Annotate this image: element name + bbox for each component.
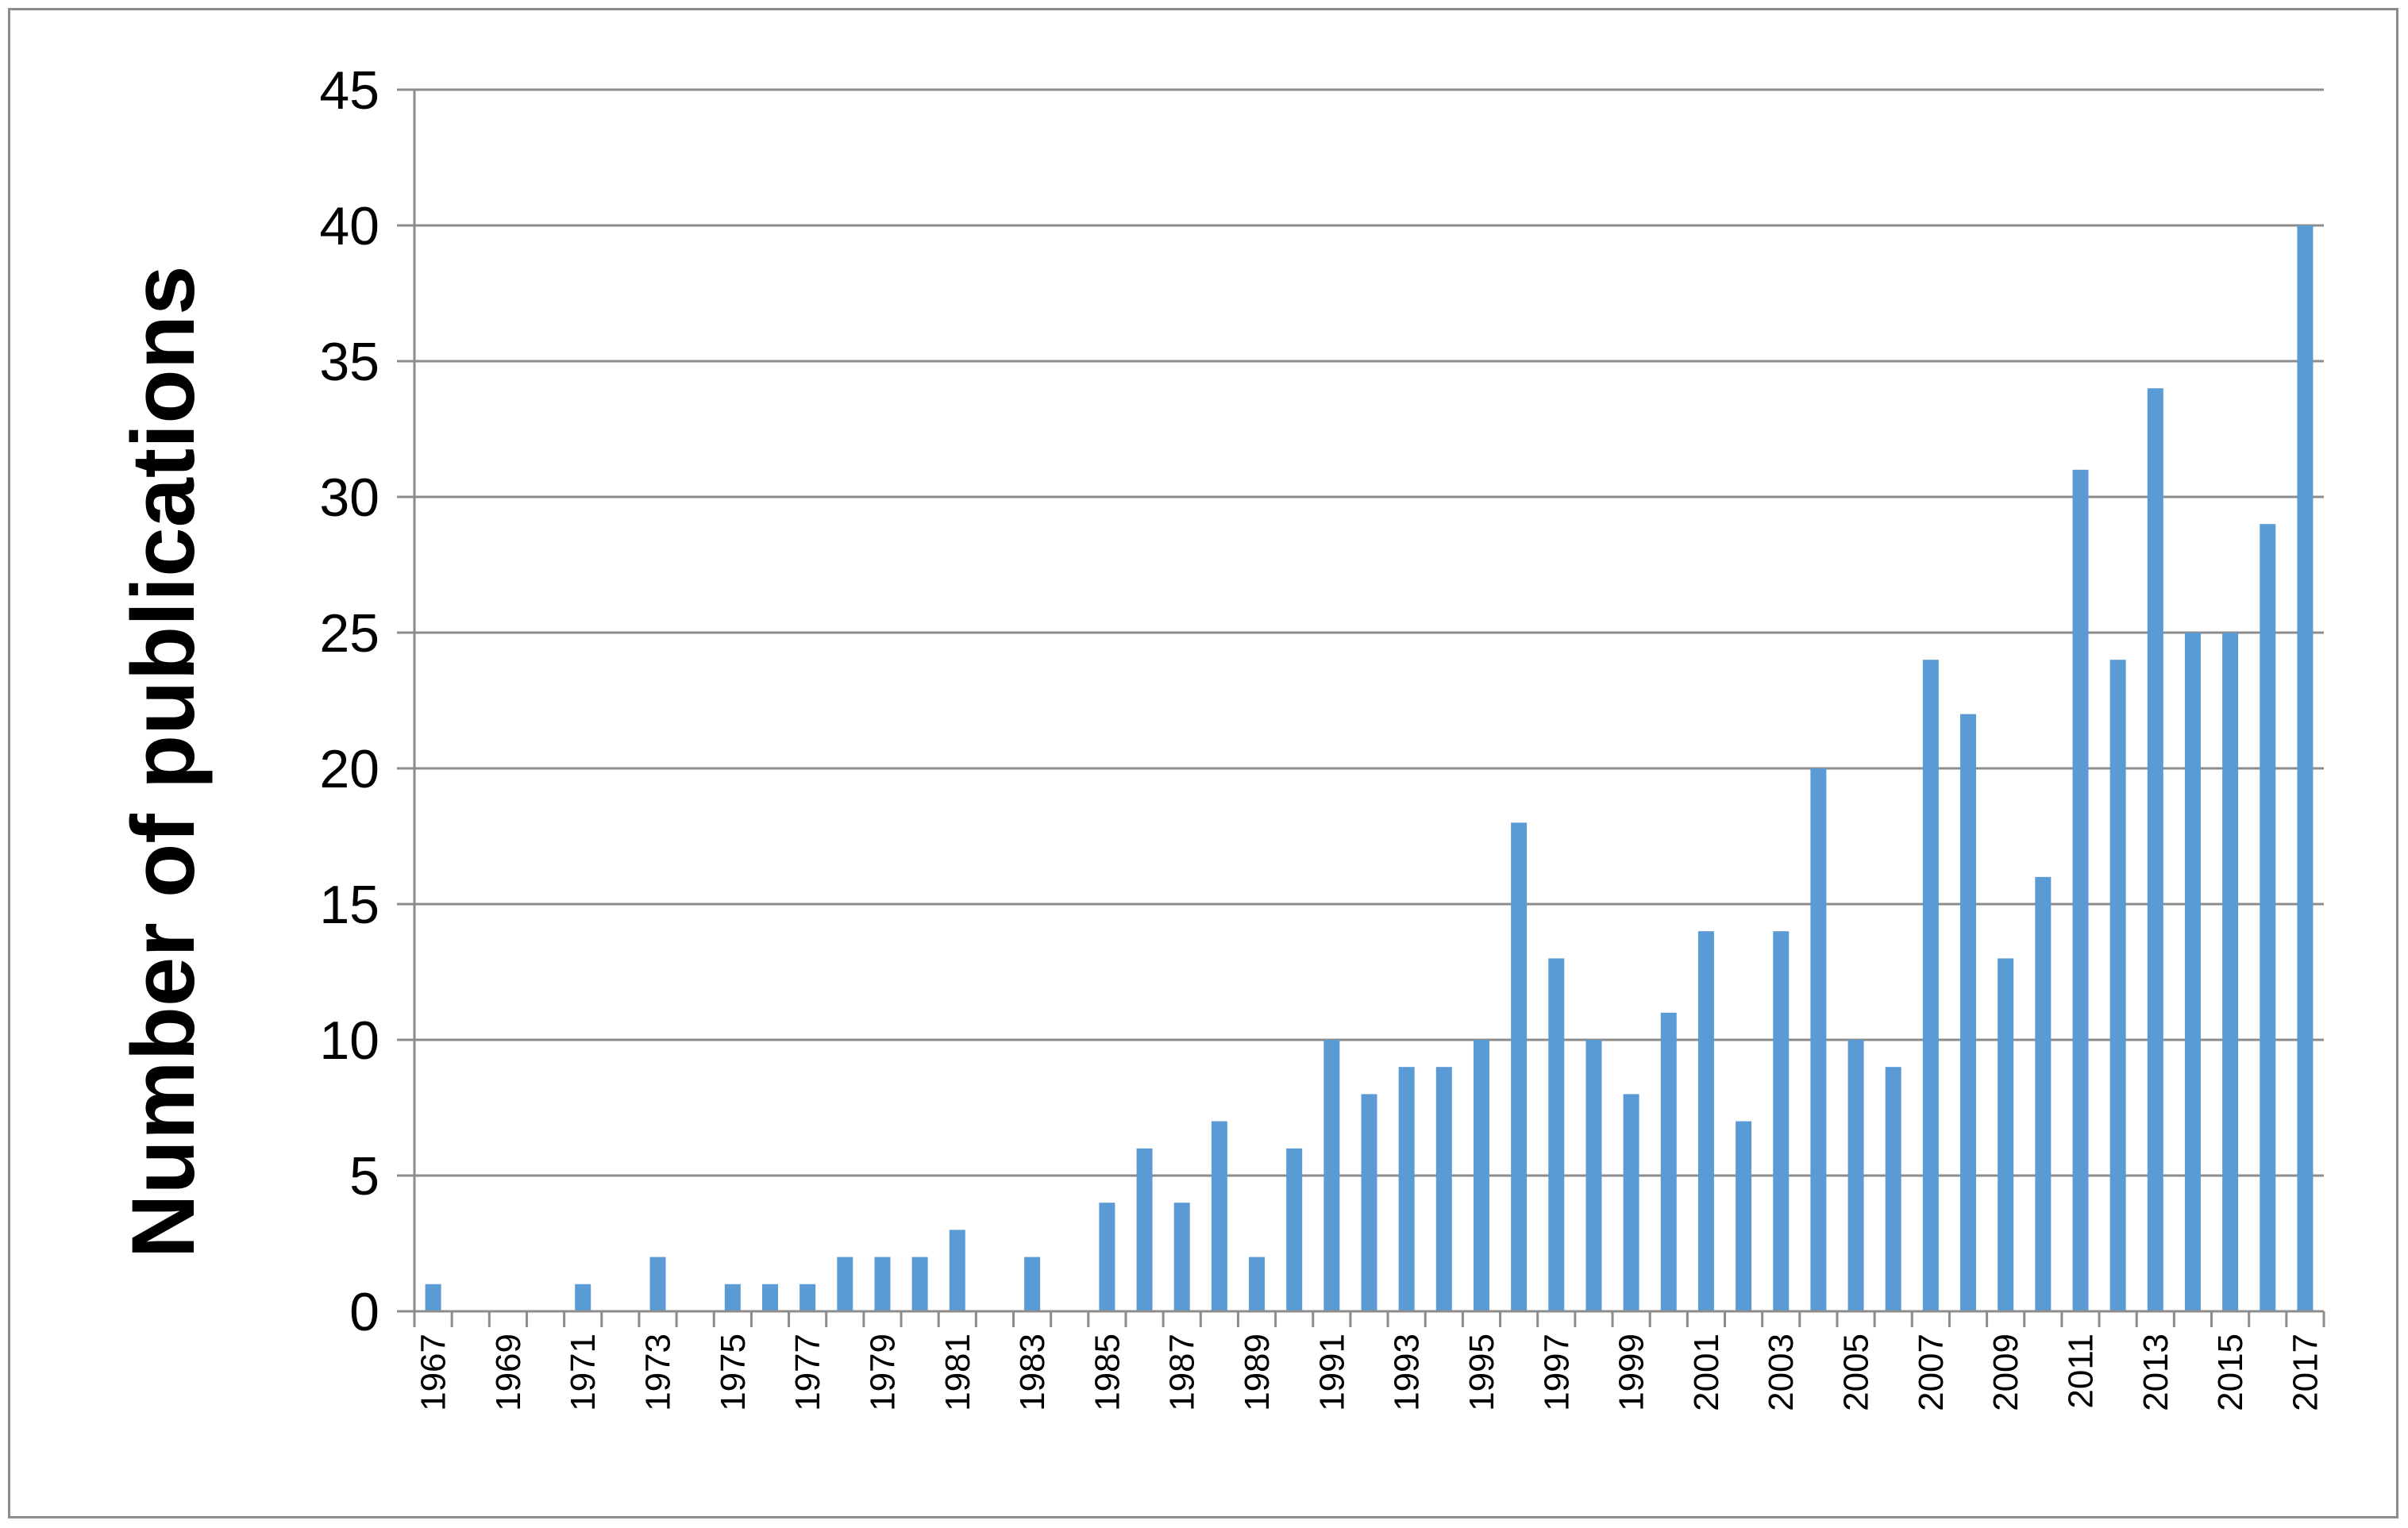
x-tick-label: 1987 <box>1163 1334 1202 1411</box>
bar <box>1173 1203 1190 1311</box>
y-tick-label: 0 <box>349 1282 380 1342</box>
x-tick-label: 1981 <box>938 1334 977 1411</box>
bar <box>799 1284 816 1311</box>
x-tick-label: 2003 <box>1762 1334 1801 1411</box>
bar <box>1099 1203 1115 1311</box>
bar <box>2184 633 2201 1311</box>
bar <box>1885 1067 1901 1311</box>
y-tick-label: 30 <box>319 468 380 528</box>
x-tick-label: 2009 <box>1986 1334 2025 1411</box>
y-tick-label: 5 <box>349 1146 380 1207</box>
bar <box>1585 1040 1602 1311</box>
y-tick-labels: 0 5 10 15 20 25 30 35 40 45 <box>319 60 380 1342</box>
x-tick-label: 2011 <box>2061 1334 2100 1409</box>
bar <box>2260 524 2276 1311</box>
x-tick-label: 1979 <box>863 1334 902 1411</box>
x-tick-label: 1991 <box>1312 1334 1351 1411</box>
x-tick-labels: 1967 1969 1971 1973 1975 1977 1979 1981 1983 1985… <box>414 1334 2325 1411</box>
bars <box>425 225 2314 1312</box>
x-tick-label: 2017 <box>2286 1334 2325 1411</box>
x-tick-label: 2015 <box>2211 1334 2250 1411</box>
x-tick-label: 1967 <box>414 1334 453 1411</box>
y-axis-title: Number of publications <box>114 266 213 1259</box>
x-tick-label: 1977 <box>788 1334 827 1411</box>
bar <box>1323 1040 1340 1311</box>
bar <box>425 1284 441 1311</box>
axes <box>397 88 2325 1327</box>
x-tick-label: 1973 <box>639 1334 678 1411</box>
bar <box>1361 1094 1377 1311</box>
bar <box>1511 822 1528 1311</box>
bar <box>1211 1121 1227 1311</box>
bar <box>2035 876 2052 1311</box>
bar <box>911 1257 928 1311</box>
bar <box>1548 958 1565 1311</box>
bar <box>1697 931 1714 1311</box>
bar <box>1286 1148 1303 1311</box>
bar <box>1736 1121 1752 1311</box>
bar <box>1398 1067 1415 1311</box>
bar <box>1922 660 1939 1311</box>
bar <box>1136 1148 1153 1311</box>
bar <box>761 1284 778 1311</box>
y-tick-label: 20 <box>319 739 380 799</box>
x-tick-label: 2013 <box>2136 1334 2175 1411</box>
bar <box>2147 388 2163 1312</box>
bar <box>1773 931 1790 1311</box>
bar <box>1249 1257 1266 1311</box>
bar <box>1960 714 1977 1311</box>
y-tick-label: 15 <box>319 875 380 935</box>
x-tick-label: 1995 <box>1462 1334 1501 1411</box>
x-tick-label: 1975 <box>714 1334 753 1411</box>
bar <box>1623 1094 1639 1311</box>
x-tick-label: 2001 <box>1687 1334 1726 1411</box>
bar <box>575 1284 591 1311</box>
bar <box>2222 633 2239 1311</box>
bar <box>1473 1040 1489 1311</box>
x-tick-label: 2005 <box>1837 1334 1876 1411</box>
bar <box>837 1257 853 1311</box>
y-tick-label: 10 <box>319 1010 380 1071</box>
x-tick-label: 2007 <box>1912 1334 1951 1411</box>
bar <box>874 1257 891 1311</box>
x-tick-label: 1993 <box>1388 1334 1427 1411</box>
y-tick-label: 35 <box>319 332 380 392</box>
bar <box>1435 1067 1452 1311</box>
x-tick-label: 1997 <box>1537 1334 1576 1411</box>
x-tick-label: 1999 <box>1612 1334 1651 1411</box>
bar <box>1660 1012 1677 1311</box>
bar <box>724 1284 741 1311</box>
y-tick-label: 40 <box>319 196 380 256</box>
x-tick-label: 1969 <box>489 1334 528 1411</box>
y-tick-label: 45 <box>319 60 380 121</box>
x-tick-label: 1971 <box>564 1334 603 1411</box>
bar <box>1810 768 1827 1311</box>
bar <box>2109 660 2126 1311</box>
x-tick-label: 1985 <box>1088 1334 1127 1411</box>
bar <box>1998 958 2014 1311</box>
bar <box>949 1230 965 1311</box>
y-tick-label: 25 <box>319 603 380 664</box>
x-tick-label: 1983 <box>1013 1334 1052 1411</box>
bar <box>2072 469 2089 1311</box>
bar <box>2297 225 2314 1311</box>
x-tick-label: 1989 <box>1238 1334 1277 1411</box>
bar <box>1024 1257 1041 1311</box>
bar <box>649 1257 666 1311</box>
bar <box>1847 1040 1864 1311</box>
